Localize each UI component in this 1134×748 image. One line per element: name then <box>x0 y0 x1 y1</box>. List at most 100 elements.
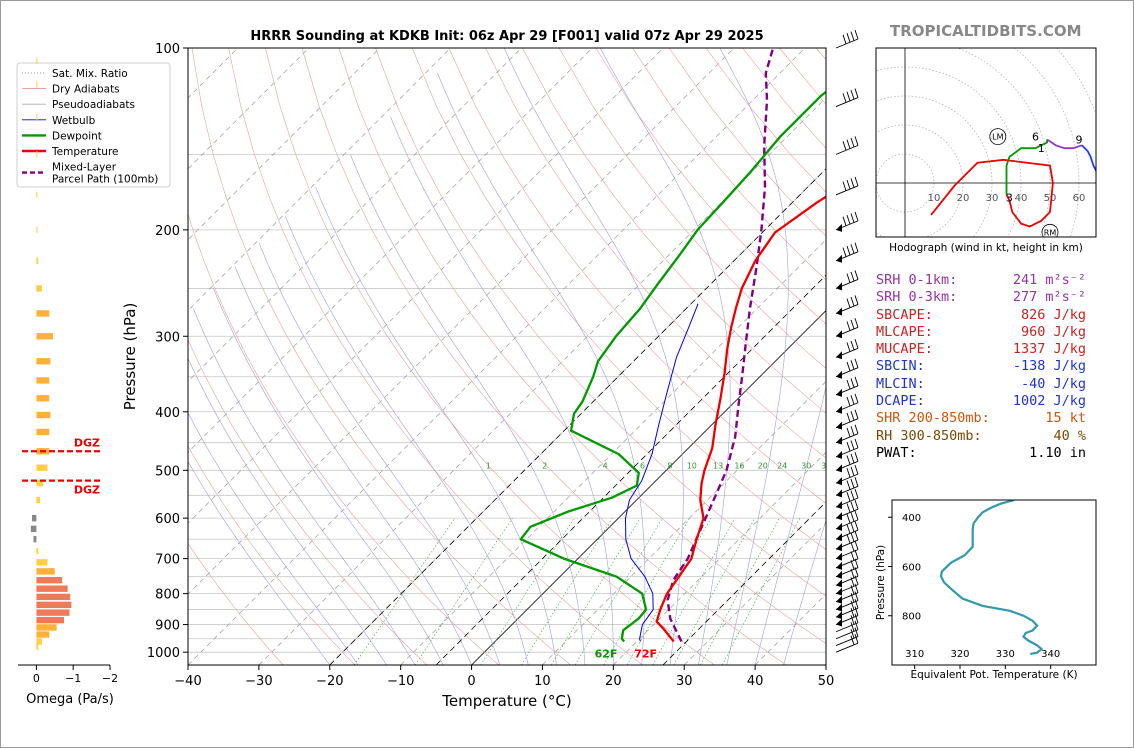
hodograph-ring-label: 60 <box>1073 193 1086 204</box>
pseudoadiabat <box>719 48 789 665</box>
isotherm-line <box>542 380 826 665</box>
omega-bar <box>36 191 38 199</box>
dry-adiabat <box>485 48 826 459</box>
storm-motion-marker <box>989 128 1007 146</box>
stat-value: 1337 J/kg <box>1012 341 1086 358</box>
mixing-ratio-line <box>700 518 780 665</box>
wind-barb-flag <box>850 512 855 522</box>
pseudoadiabat <box>390 116 614 665</box>
mixing-ratio-line <box>673 518 756 665</box>
mixing-ratio-label: 10 <box>687 461 697 470</box>
wind-barb-flag <box>854 500 859 510</box>
omega-bar <box>36 585 68 592</box>
wind-barb-flag <box>846 468 851 478</box>
omega-bar <box>36 631 50 638</box>
wind-barb-flag <box>850 378 855 388</box>
omega-bar <box>36 479 44 487</box>
pseudoadiabat <box>754 385 826 665</box>
theta-e-profile <box>939 500 1044 655</box>
dry-adiabat <box>595 48 826 325</box>
wind-barb-flag <box>854 620 859 630</box>
pseudoadiabat <box>213 288 444 665</box>
wind-barb-flag <box>850 635 855 645</box>
mixing-ratio-line <box>414 518 513 665</box>
wind-barb-flag <box>854 393 859 403</box>
wind-barb-flag <box>846 492 851 502</box>
stat-row: SBCIN: -138 J/kg <box>876 358 1086 375</box>
stat-label: SRH 0-1km: <box>876 272 958 288</box>
y-tick-label: 1000 <box>147 646 180 661</box>
omega-bar <box>36 568 55 575</box>
wind-barb-flag <box>842 93 847 103</box>
omega-bar <box>36 310 50 317</box>
wind-barb-pennant <box>836 543 842 552</box>
omega-bar <box>36 151 38 158</box>
wind-barb-flag <box>846 214 851 225</box>
x-tick-label: −40 <box>174 674 201 689</box>
omega-axis-label: Omega (Pa/s) <box>26 692 114 707</box>
wind-barb-shaft <box>835 636 859 646</box>
wind-barb-flag <box>854 583 859 593</box>
mixing-ratio-line <box>551 518 641 665</box>
stat-value: 1.10 in <box>1029 444 1086 461</box>
wind-barb-flag <box>846 396 851 407</box>
stat-row: MUCAPE: 1337 J/kg <box>876 341 1086 358</box>
omega-bar <box>36 643 39 651</box>
pseudoadiabat <box>783 519 826 665</box>
mixing-ratio-line <box>603 518 690 665</box>
wind-barb-flag <box>854 488 859 499</box>
stat-row: SBCAPE: 826 J/kg <box>876 307 1086 324</box>
wind-barb-flag <box>854 540 859 550</box>
y-tick-label: 200 <box>155 224 180 239</box>
stat-value: 15 kt <box>1045 410 1086 427</box>
wind-barb-flag <box>846 503 851 513</box>
wind-barb-flag <box>846 379 851 390</box>
omega-bar <box>36 576 63 584</box>
wind-barb-flag <box>850 244 855 254</box>
wind-barb-pennant <box>836 618 842 627</box>
wind-barb-pennant <box>836 587 842 596</box>
wind-barb-pennant <box>836 522 842 531</box>
wind-barb-flag <box>854 452 859 462</box>
wind-barb-flag <box>846 245 851 256</box>
wind-barb-flag <box>850 319 855 330</box>
wind-barb-pennant <box>836 351 842 360</box>
hodograph-ring-label: 30 <box>986 193 999 204</box>
wind-barb-flag <box>842 141 847 151</box>
wind-barb-flag <box>846 427 851 438</box>
x-tick-label: −20 <box>316 674 343 689</box>
wind-barb-pennant <box>836 464 842 473</box>
stat-label: SRH 0-3km: <box>876 289 958 306</box>
mixing-ratio-label: 36 <box>821 461 831 470</box>
dry-adiabat <box>228 48 643 665</box>
stat-label: SHR 200-850mb: <box>876 410 990 427</box>
isotherm-line <box>613 451 826 665</box>
wind-barb-flag <box>850 360 855 370</box>
wind-barb-flag <box>854 558 859 568</box>
isotherm-line <box>188 48 806 665</box>
y-tick-label: 100 <box>155 42 180 57</box>
wind-barb-flag <box>850 213 855 223</box>
wind-barb-flag <box>854 606 859 616</box>
wind-barb-flag <box>850 577 855 587</box>
wind-barb-flag <box>850 568 855 579</box>
wind-barb-pennant <box>836 405 842 414</box>
wind-barb-pennant <box>836 421 842 430</box>
x-tick-label: 50 <box>818 674 835 689</box>
wind-barb-pennant <box>836 330 842 339</box>
hodograph-ring-label: 20 <box>957 193 970 204</box>
stat-value: 1002 J/kg <box>1012 393 1086 410</box>
stat-label: RH 300-850mb: <box>876 427 982 444</box>
wind-barb-flag <box>850 551 855 561</box>
isotherm-line <box>188 48 735 595</box>
y-tick-label: 500 <box>155 464 180 479</box>
stat-row: SHR 200-850mb: 15 kt <box>876 410 1086 427</box>
wind-barb-pennant <box>836 533 842 542</box>
legend-entry-label: Dry Adiabats <box>52 84 120 96</box>
skewt-plot-border <box>187 47 827 666</box>
stat-value: 40 % <box>1053 427 1086 444</box>
dry-adiabat <box>338 48 826 644</box>
mixing-ratio-label: 13 <box>713 461 723 470</box>
omega-bar <box>36 285 42 292</box>
